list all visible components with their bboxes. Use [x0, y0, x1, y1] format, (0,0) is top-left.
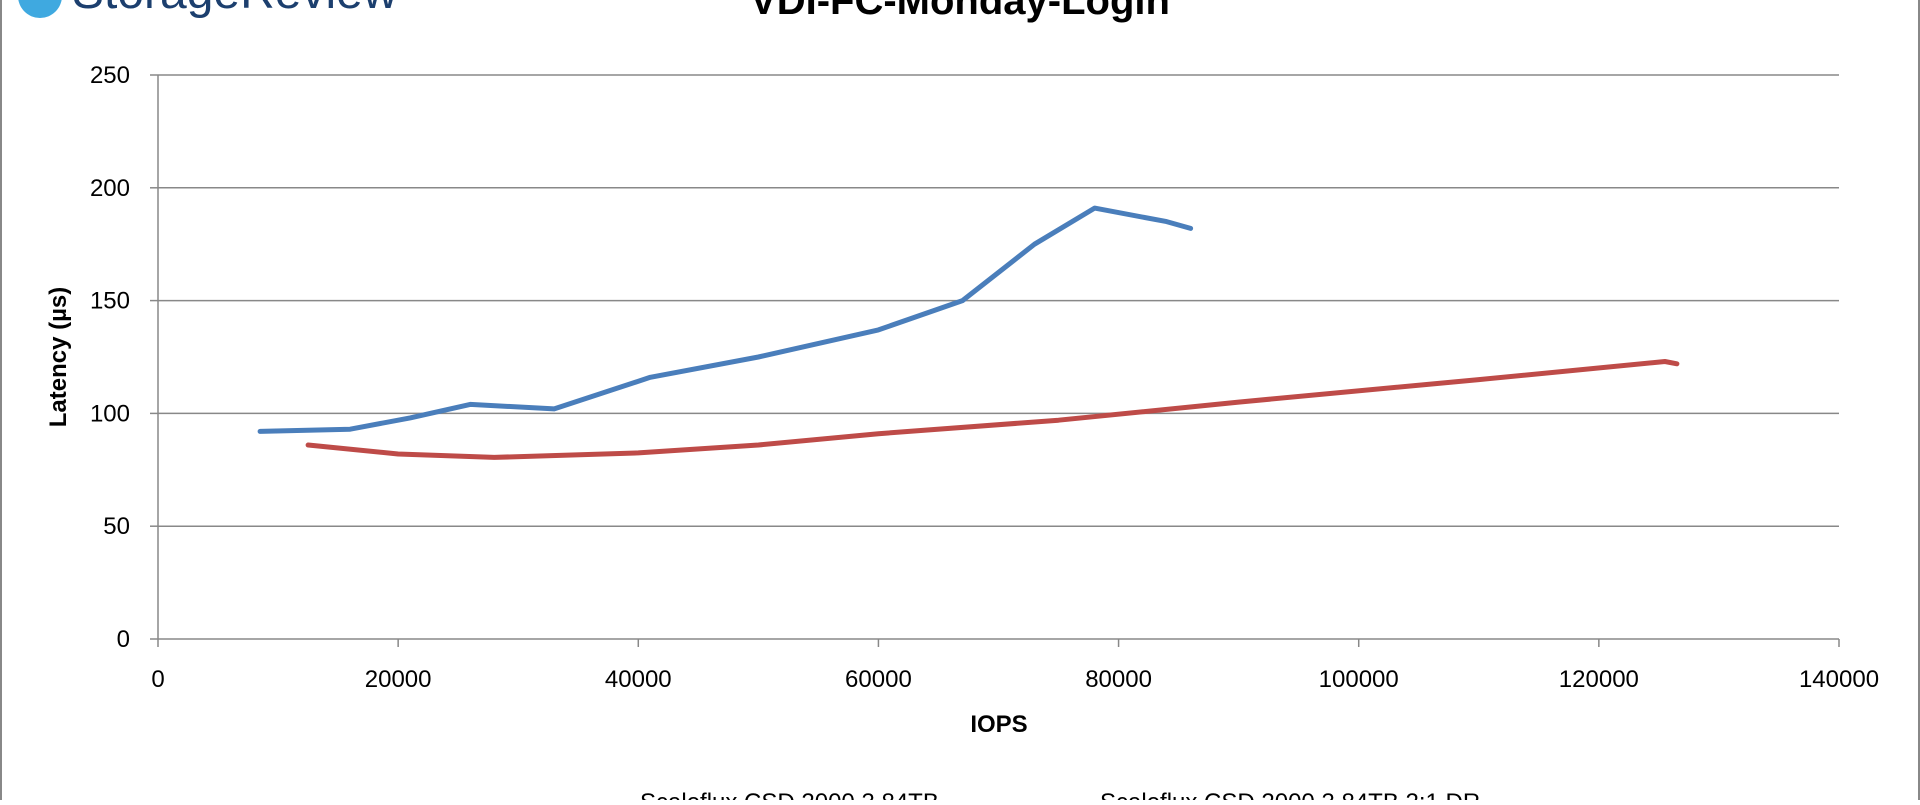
- x-tick-label: 0: [151, 666, 164, 693]
- legend-label: Scaleflux CSD 2000 3.84TB: [640, 789, 939, 800]
- x-axis-title: IOPS: [970, 711, 1027, 738]
- x-tick-label: 80000: [1085, 666, 1152, 693]
- x-tick-label: 120000: [1559, 666, 1639, 693]
- y-tick-label: 100: [90, 400, 130, 427]
- x-tick-label: 60000: [845, 666, 912, 693]
- x-tick-label: 100000: [1319, 666, 1399, 693]
- y-tick-label: 200: [90, 175, 130, 202]
- series-line: [305, 359, 1680, 460]
- y-tick-label: 150: [90, 288, 130, 315]
- logo: StorageReview: [72, 0, 398, 19]
- legend-label: Scaleflux CSD 2000 3.84TB 2:1 DR: [1100, 789, 1480, 800]
- x-tick-label: 40000: [605, 666, 672, 693]
- chart-title: VDI-FC-Monday-Login: [750, 0, 1170, 23]
- x-tick-label: 20000: [365, 666, 432, 693]
- y-tick-label: 50: [103, 513, 130, 540]
- x-tick-label: 140000: [1799, 666, 1879, 693]
- y-axis-title: Latency (µs): [45, 287, 72, 428]
- series-line: [257, 205, 1194, 434]
- y-tick-label: 0: [117, 626, 130, 653]
- logo-icon: [18, 0, 62, 18]
- y-tick-label: 250: [90, 62, 130, 89]
